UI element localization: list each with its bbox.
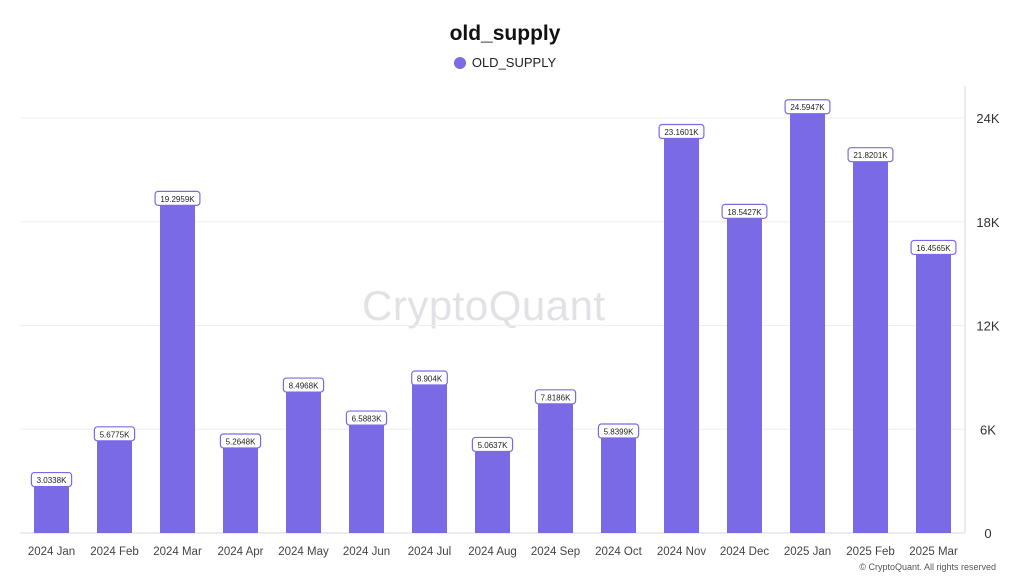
data-label: 5.8399K xyxy=(604,428,634,437)
bar xyxy=(727,212,762,533)
x-tick-label: 2025 Mar xyxy=(909,546,958,558)
data-label-box xyxy=(597,423,640,439)
x-tick-label: 2024 Mar xyxy=(153,546,202,558)
x-tick-label: 2024 Jul xyxy=(408,546,451,558)
x-tick-label: 2024 May xyxy=(278,546,329,558)
data-label: 8.4968K xyxy=(289,382,319,391)
x-tick-label: 2024 Sep xyxy=(531,546,580,558)
data-label: 8.904K xyxy=(417,375,443,384)
data-label-box xyxy=(910,239,957,256)
bar xyxy=(475,445,510,533)
data-label: 19.2959K xyxy=(160,195,195,204)
bar xyxy=(601,432,636,533)
data-label-box xyxy=(282,377,325,393)
copyright-notice: © CryptoQuant. All rights reserved xyxy=(859,562,996,572)
data-label: 7.8186K xyxy=(541,393,571,402)
data-label: 5.0637K xyxy=(478,441,508,450)
x-tick-label: 2025 Feb xyxy=(846,546,895,558)
data-label: 24.5947K xyxy=(790,103,825,112)
bar xyxy=(34,480,69,533)
legend-label: OLD_SUPPLY xyxy=(471,55,557,70)
bar xyxy=(160,199,195,533)
data-label: 5.2648K xyxy=(226,437,256,446)
bar xyxy=(790,107,825,533)
x-tick-label: 2024 Aug xyxy=(468,546,517,558)
data-label: 23.1601K xyxy=(664,128,699,137)
bar xyxy=(223,441,258,533)
data-label: 6.5883K xyxy=(352,415,382,424)
data-label: 18.5427K xyxy=(727,208,762,217)
y-tick-label: 12K xyxy=(976,319,999,334)
data-label-box xyxy=(721,203,768,219)
data-label: 16.4565K xyxy=(916,244,951,253)
bar xyxy=(853,155,888,534)
x-tick-label: 2024 Dec xyxy=(720,546,769,558)
bar xyxy=(412,379,447,533)
bar xyxy=(538,397,573,533)
data-label-box xyxy=(784,99,831,115)
data-label-box xyxy=(93,426,136,442)
bar xyxy=(286,386,321,533)
x-tick-label: 2024 Jan xyxy=(28,546,75,558)
data-label-box xyxy=(30,471,73,488)
chart-legend[interactable]: OLD_SUPPLY xyxy=(0,55,1010,70)
data-label-box xyxy=(154,190,201,206)
data-label-box xyxy=(847,147,894,163)
x-tick-label: 2024 Oct xyxy=(595,546,642,558)
x-tick-label: 2025 Jan xyxy=(784,546,831,558)
data-label-box xyxy=(219,433,262,449)
x-tick-label: 2024 Feb xyxy=(90,546,139,558)
data-label: 21.8201K xyxy=(853,151,888,160)
y-tick-label: 6K xyxy=(980,422,996,437)
chart-title: old_supply xyxy=(449,22,561,45)
data-label-box xyxy=(658,123,705,140)
bar xyxy=(916,248,951,533)
x-tick-label: 2024 Nov xyxy=(657,546,706,558)
y-tick-label: 18K xyxy=(976,215,999,230)
x-tick-label: 2024 Apr xyxy=(217,546,263,558)
data-label: 5.6775K xyxy=(100,430,130,439)
y-tick-label: 24K xyxy=(976,111,999,126)
legend-swatch xyxy=(453,56,466,69)
data-label-box xyxy=(534,389,577,405)
x-tick-label: 2024 Jun xyxy=(343,546,390,558)
data-label-box xyxy=(411,370,448,386)
data-label: 3.0338K xyxy=(37,476,67,485)
data-label-box xyxy=(471,436,514,453)
bar xyxy=(97,434,132,533)
y-tick-label: 0 xyxy=(984,526,991,541)
data-label-box xyxy=(345,410,388,426)
bar xyxy=(349,419,384,533)
bar xyxy=(664,132,699,534)
